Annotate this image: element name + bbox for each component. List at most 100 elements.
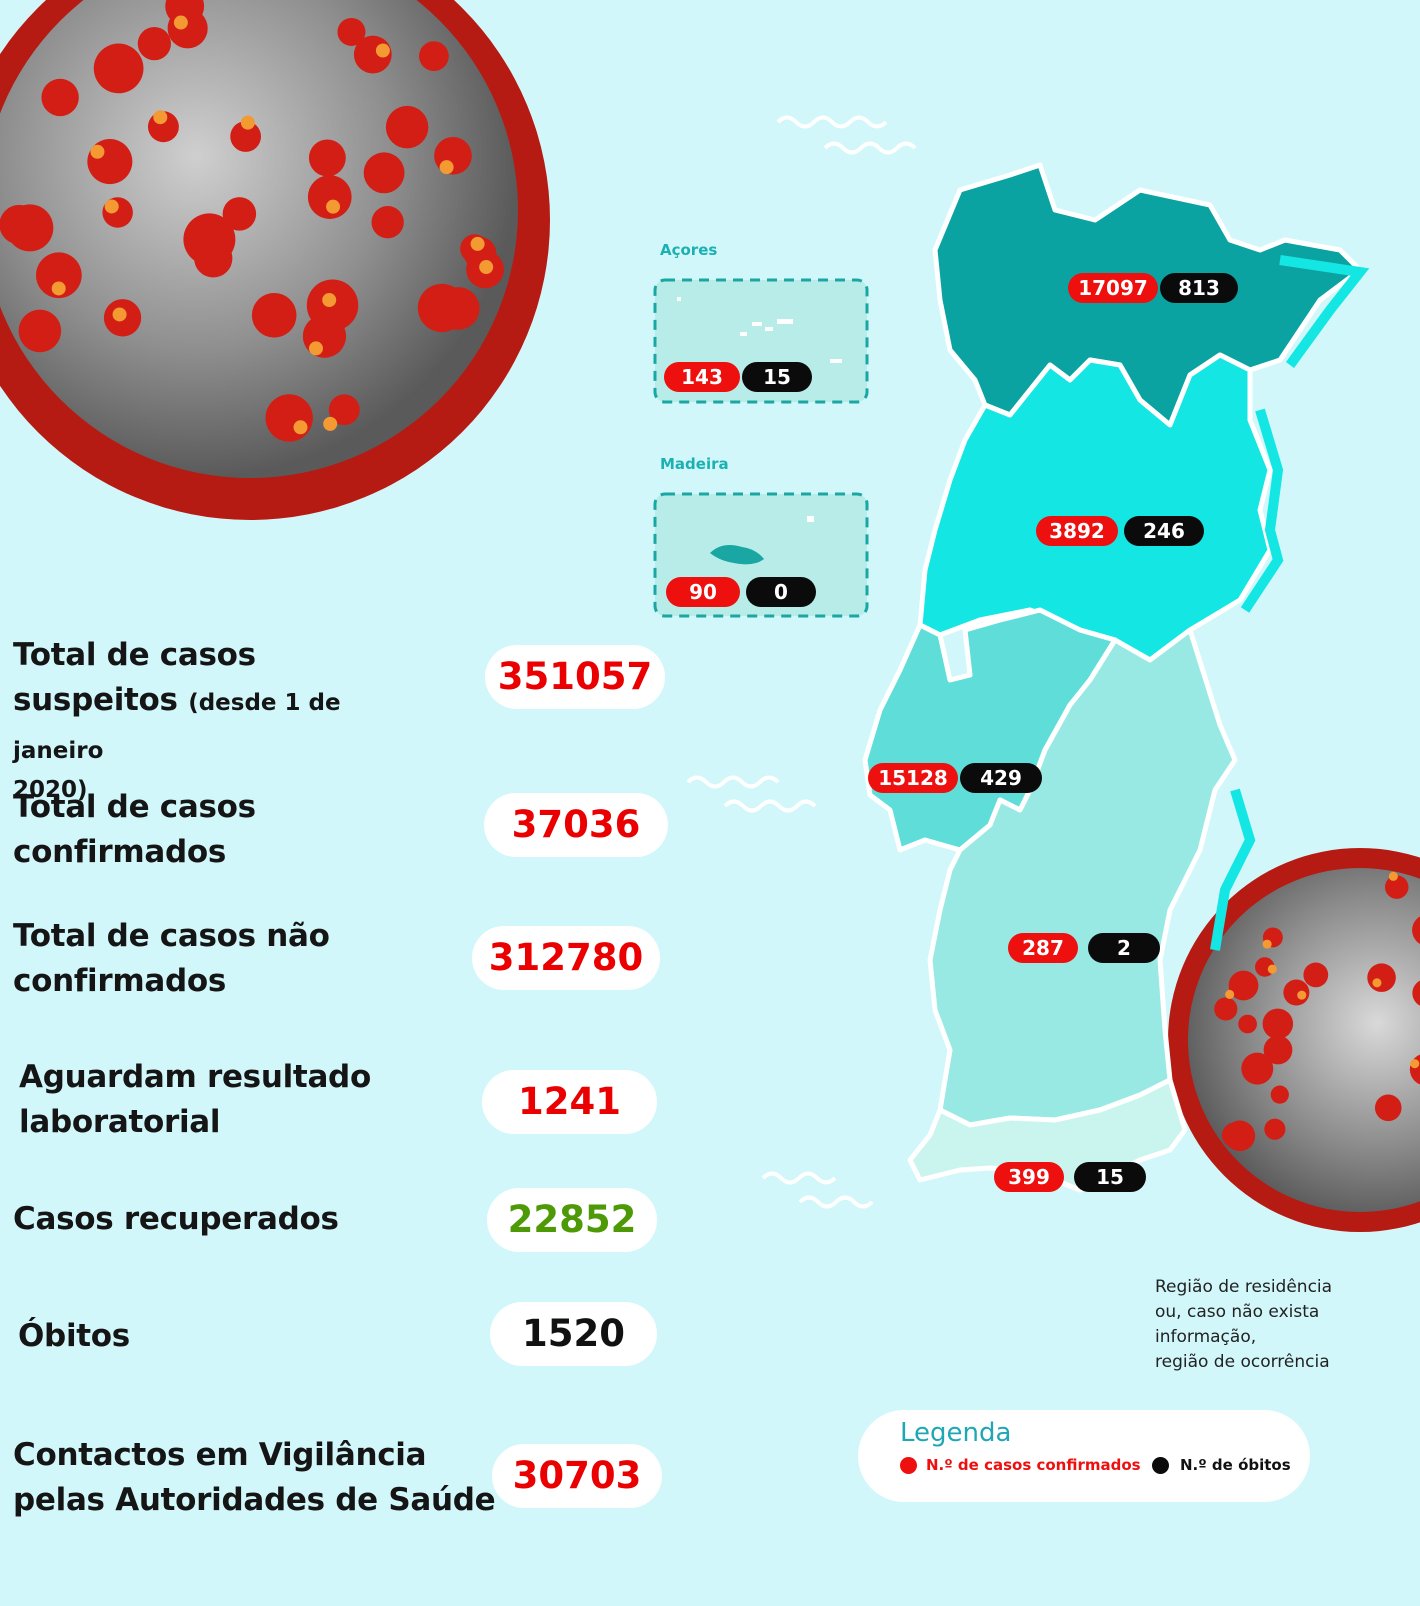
legend-cases-label: N.º de casos confirmados <box>926 1456 1141 1474</box>
region-note-line2: ou, caso não exista informação, <box>1155 1302 1320 1347</box>
virus-spike <box>1384 875 1409 899</box>
legend-deaths-label: N.º de óbitos <box>1180 1456 1291 1474</box>
virus-dot <box>326 199 341 214</box>
virus-spike <box>337 17 366 46</box>
virus-dot <box>308 341 323 356</box>
lisbon-deaths-badge: 429 <box>960 763 1042 793</box>
stat-value-deaths: 1520 <box>490 1302 657 1366</box>
virus-dot <box>90 144 105 159</box>
centre-cases-badge: 3892 <box>1036 516 1118 546</box>
virus-dot <box>173 15 188 30</box>
virus-spike <box>1264 1118 1286 1140</box>
virus-spike <box>36 252 82 299</box>
stat-label-suspected: Total de casos suspeitos (desde 1 de jan… <box>13 637 341 803</box>
wave-decoration <box>686 775 817 813</box>
stat-value-not-confirmed: 312780 <box>472 926 660 990</box>
stat-value-recovered: 22852 <box>487 1188 657 1252</box>
virus-spike <box>41 78 79 117</box>
stat-value-contacts: 30703 <box>492 1444 662 1508</box>
virus-dot <box>479 260 494 275</box>
virus-spike <box>1270 1085 1289 1104</box>
virus-spike <box>328 394 360 426</box>
virus-spike <box>419 41 449 71</box>
virus-spike <box>363 152 405 194</box>
virus-spike <box>1262 1008 1294 1040</box>
madeira-title: Madeira <box>660 455 729 473</box>
virus-dot <box>104 199 119 214</box>
acores-deaths-badge: 15 <box>742 362 812 392</box>
virus-dot <box>322 293 337 308</box>
virus-spike <box>1241 1052 1274 1085</box>
alentejo-cases-badge: 287 <box>1008 933 1078 963</box>
virus-spike <box>230 121 262 152</box>
virus-spike <box>222 197 257 231</box>
virus-dot <box>1410 1059 1420 1069</box>
stat-label-confirmed: Total de casos confirmados <box>13 789 256 870</box>
virus-dot <box>51 281 66 296</box>
virus-spike <box>0 204 39 245</box>
region-note-line1: Região de residência <box>1155 1277 1333 1297</box>
virus-dot <box>112 307 127 322</box>
virus-dot <box>323 416 338 431</box>
virus-spike <box>1374 1094 1402 1122</box>
stat-label-recovered: Casos recuperados <box>13 1201 339 1237</box>
virus-spike <box>1412 980 1420 1006</box>
virus-spike <box>1263 1035 1293 1065</box>
virus-spike <box>1214 997 1238 1021</box>
virus-dot <box>1388 871 1398 881</box>
virus-spike <box>137 27 171 61</box>
stat-value-confirmed: 37036 <box>484 793 668 857</box>
stat-label-not-confirmed: Total de casos não confirmados <box>13 918 330 999</box>
algarve-deaths-badge: 15 <box>1074 1162 1146 1192</box>
virus-dot <box>240 115 255 130</box>
madeira-deaths-badge: 0 <box>746 577 816 607</box>
centre-deaths-badge: 246 <box>1124 516 1204 546</box>
virus-spike <box>1303 962 1329 988</box>
portugal-map <box>862 162 1370 1193</box>
virus-dot <box>470 236 485 251</box>
stat-label-contacts: Contactos em Vigilância pelas Autoridade… <box>13 1437 496 1518</box>
virus-dot <box>1225 989 1235 999</box>
virus-spike <box>1412 916 1420 944</box>
legend: Legenda N.º de casos confirmados N.º de … <box>858 1410 1310 1502</box>
wave-decoration <box>776 115 917 155</box>
virus-spike <box>251 292 297 338</box>
stat-value-awaiting: 1241 <box>482 1070 657 1134</box>
deaths-dot-icon <box>1152 1457 1169 1474</box>
virus-dot <box>375 43 390 58</box>
wave-decoration <box>761 1171 874 1209</box>
virus-dot <box>1372 978 1382 988</box>
cases-dot-icon <box>900 1457 917 1474</box>
legend-title: Legenda <box>900 1418 1012 1448</box>
virus-spike <box>18 309 62 353</box>
virus-spike <box>385 105 429 149</box>
north-deaths-badge: 813 <box>1160 273 1238 303</box>
acores-cases-badge: 143 <box>664 362 740 392</box>
virus-dot <box>1297 990 1307 1000</box>
virus-dot <box>1267 964 1277 974</box>
virus-dot <box>1262 939 1272 949</box>
north-cases-badge: 17097 <box>1068 273 1158 303</box>
lisbon-cases-badge: 15128 <box>868 763 958 793</box>
madeira-cases-badge: 90 <box>666 577 740 607</box>
map-region-centre <box>917 352 1273 663</box>
region-note-line3: região de ocorrência <box>1155 1352 1330 1372</box>
region-note: Região de residência ou, caso não exista… <box>1155 1275 1420 1375</box>
virus-spike <box>1224 1120 1256 1152</box>
stat-value-suspected: 351057 <box>485 645 665 709</box>
algarve-cases-badge: 399 <box>994 1162 1064 1192</box>
virus-spike <box>436 287 480 330</box>
virus-spike <box>307 175 352 219</box>
virus-dot <box>153 110 168 125</box>
acores-title: Açores <box>660 241 718 259</box>
virus-dot <box>439 160 454 175</box>
virus-dot <box>293 420 308 435</box>
coronavirus-illustration-large <box>0 0 550 520</box>
stat-label-awaiting: Aguardam resultado laboratorial <box>19 1059 371 1140</box>
virus-spike <box>194 239 233 278</box>
virus-spike <box>93 43 144 94</box>
alentejo-deaths-badge: 2 <box>1088 933 1160 963</box>
virus-spike <box>1238 1014 1257 1034</box>
virus-spike <box>308 139 346 177</box>
